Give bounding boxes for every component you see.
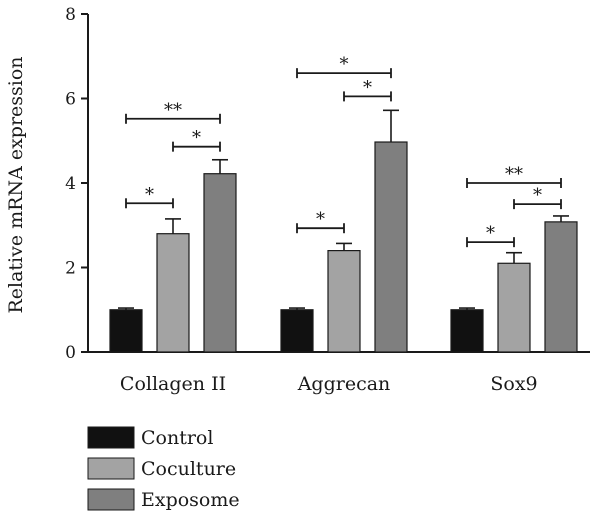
y-tick-label: 2 [65,259,76,279]
significance-label: * [533,185,542,206]
legend-swatch-coculture [87,457,135,480]
legend-label-coculture: Coculture [141,458,236,480]
legend-swatch-control [87,426,135,449]
legend-label-exposome: Exposome [141,489,240,511]
significance-label: * [192,128,201,149]
bar-exposome-2 [544,221,578,353]
y-tick-label: 0 [65,343,76,363]
legend-swatch-exposome [87,488,135,511]
significance-label: * [145,184,154,205]
bar-exposome-0 [203,173,237,353]
bar-exposome-1 [374,141,408,353]
significance-label: ** [505,164,523,185]
legend-label-control: Control [141,427,213,449]
y-tick-label: 6 [65,90,76,110]
significance-label: * [340,54,349,75]
x-tick-label: Collagen II [120,373,226,395]
x-tick-label: Aggrecan [297,373,391,395]
bar-control-1 [280,309,314,353]
y-axis-label: Relative mRNA expression [5,56,27,313]
bar-control-0 [109,309,143,353]
bar-coculture-1 [327,250,361,353]
significance-label: ** [164,100,182,121]
x-tick-label: Sox9 [490,373,537,395]
significance-label: * [316,209,325,230]
significance-label: * [486,223,495,244]
legend: Control Coculture Exposome [87,426,240,511]
y-tick-label: 8 [65,5,76,25]
y-tick-label: 4 [65,174,76,194]
bar-coculture-0 [156,233,190,353]
significance-label: * [363,77,372,98]
bar-coculture-2 [497,262,531,353]
bar-control-2 [450,309,484,353]
